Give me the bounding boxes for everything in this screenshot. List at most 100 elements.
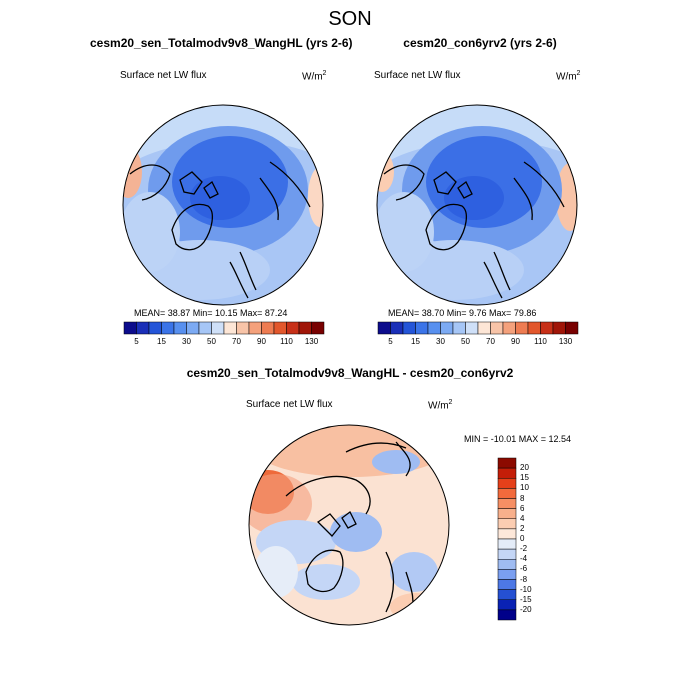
panel-1-colorbar-box (273, 321, 287, 335)
panel-3-colorbar-tick: 6 (520, 503, 525, 513)
panel-3-colorbar-tick: 8 (520, 493, 525, 503)
cool-patch-south (292, 564, 360, 600)
panel-1-colorbar-box (298, 321, 312, 335)
panel-1-colorbar (123, 321, 325, 335)
panel-2-colorbar-box (452, 321, 466, 335)
panel-3-colorbar-box (497, 518, 517, 530)
panel-1-colorbar-tick: 110 (280, 337, 293, 346)
panel-3-colorbar-tick: 0 (520, 534, 525, 543)
panel-3-colorbar-box (497, 478, 517, 489)
panel-3-colorbar-tick: 20 (520, 463, 529, 473)
panel-3-colorbar-tick: 10 (520, 483, 529, 493)
cool-patch-east (390, 552, 438, 592)
coastline-siberia (259, 161, 311, 221)
coastline-canada (383, 164, 425, 201)
panel-3-variable: Surface net LW flux (246, 399, 333, 410)
panel-3-colorbar-box (497, 609, 517, 621)
panel-3-colorbar-box (497, 569, 517, 580)
panel-1-colorbar-box (286, 321, 300, 335)
panel-1-colorbar-ticks: 5 15 30 50 70 90 110 130 (124, 337, 324, 349)
map-boundary (248, 424, 450, 626)
coastline-archipelago (179, 171, 219, 199)
panel-1-colorbar-box (161, 321, 175, 335)
panel-2-units: W/m2 (556, 70, 581, 83)
panel-3-colorbar-box (497, 599, 517, 611)
panel-2-colorbar-box (490, 321, 504, 335)
panel-2-colorbar-box (477, 321, 491, 335)
coastline-canada (129, 164, 171, 201)
panel-1-colorbar-box (148, 321, 162, 335)
panel-2-colorbar-box (440, 321, 454, 335)
coastline-scandinavia (483, 251, 511, 299)
panel-2-colorbar-tick: 5 (388, 337, 393, 346)
coastline-greenland (425, 203, 468, 251)
panel-2-colorbar-box (402, 321, 416, 335)
coastline-greenland (171, 203, 214, 251)
coastline-canada (285, 475, 371, 515)
figure-title: SON (328, 8, 372, 30)
panel-3-colorbar-box (497, 498, 517, 509)
panel-1-stats: MEAN= 38.87 Min= 10.15 Max= 87.24 (134, 308, 288, 318)
panel-1-colorbar-box (198, 321, 212, 335)
panel-2-colorbar-box (390, 321, 404, 335)
panel-3-colorbar-tick: -8 (520, 574, 528, 584)
panel-3-colorbar-box (497, 488, 517, 499)
panel-1-colorbar-tick: 50 (207, 337, 216, 346)
panel-2-colorbar-box (427, 321, 441, 335)
panel-1-colorbar-box (311, 321, 325, 335)
panel-3-colorbar-box (497, 538, 517, 550)
panel-2-colorbar-tick: 15 (411, 337, 420, 346)
panel-1-colorbar-tick: 70 (232, 337, 241, 346)
panel-3-colorbar-box (497, 508, 517, 519)
panel-1-colorbar-box (223, 321, 237, 335)
map-boundary (122, 104, 324, 306)
panel-1-colorbar-box (173, 321, 187, 335)
panel-3-colorbar-box (497, 548, 517, 560)
panel-1-units: W/m2 (302, 70, 327, 83)
panel-2-colorbar-box (415, 321, 429, 335)
panel-1-colorbar-tick: 5 (134, 337, 139, 346)
warm-patch-east (308, 167, 323, 227)
panel-2-colorbar-box (540, 321, 554, 335)
panel-2-colorbar-tick: 130 (558, 337, 573, 346)
panel-3-colorbar-box (497, 559, 517, 570)
panel-2-map (376, 104, 578, 306)
coastline-siberia (513, 161, 565, 221)
coastline-archipelago (316, 511, 357, 537)
cool-band-center (330, 512, 382, 552)
panel-2-title: cesm20_con6yrv2 (yrs 2-6) (403, 36, 557, 50)
panel-3-map (248, 424, 450, 626)
panel-3-colorbar-tick: 15 (520, 473, 529, 483)
panel-1-colorbar-box (236, 321, 250, 335)
deep-blue-core (444, 176, 504, 220)
panel-3-colorbar-tick: 2 (520, 523, 525, 533)
panel-2-colorbar (377, 321, 579, 335)
panel-3-colorbar-box (497, 467, 517, 479)
light-sw (123, 192, 180, 272)
panel-2-variable: Surface net LW flux (374, 70, 461, 81)
light-sw (377, 192, 434, 272)
warm-patch-west (377, 152, 394, 192)
panel-2-stats: MEAN= 38.70 Min= 9.76 Max= 79.86 (388, 308, 537, 318)
panel-3-colorbar-tick: -4 (520, 554, 528, 564)
panel-3-colorbar-tick: -10 (520, 584, 532, 594)
panel-1-colorbar-tick: 30 (182, 337, 191, 346)
panel-2-colorbar-tick: 110 (534, 337, 547, 346)
panel-3-units: W/m2 (428, 399, 453, 412)
panel-2-colorbar-tick: 90 (511, 337, 520, 346)
panel-3-colorbar-tick: -6 (520, 564, 528, 574)
panel-3-colorbar-ticks: 20 15 10 8 6 4 2 0 -2 -4 -6 -8 -10 -15 -20 (520, 458, 560, 620)
panel-3-colorbar (497, 457, 517, 621)
panel-3-colorbar-box (497, 457, 517, 469)
panel-1-colorbar-tick: 90 (257, 337, 266, 346)
panel-2-colorbar-box (377, 321, 391, 335)
panel-3-colorbar-box (497, 579, 517, 590)
panel-1-variable: Surface net LW flux (120, 70, 207, 81)
warm-south-east (390, 593, 442, 621)
panel-2-colorbar-tick: 70 (486, 337, 495, 346)
map-boundary (376, 104, 578, 306)
panel-2-colorbar-box (515, 321, 529, 335)
panel-3-colorbar-box (497, 589, 517, 600)
panel-2-colorbar-box (565, 321, 579, 335)
panel-1-colorbar-box (186, 321, 200, 335)
